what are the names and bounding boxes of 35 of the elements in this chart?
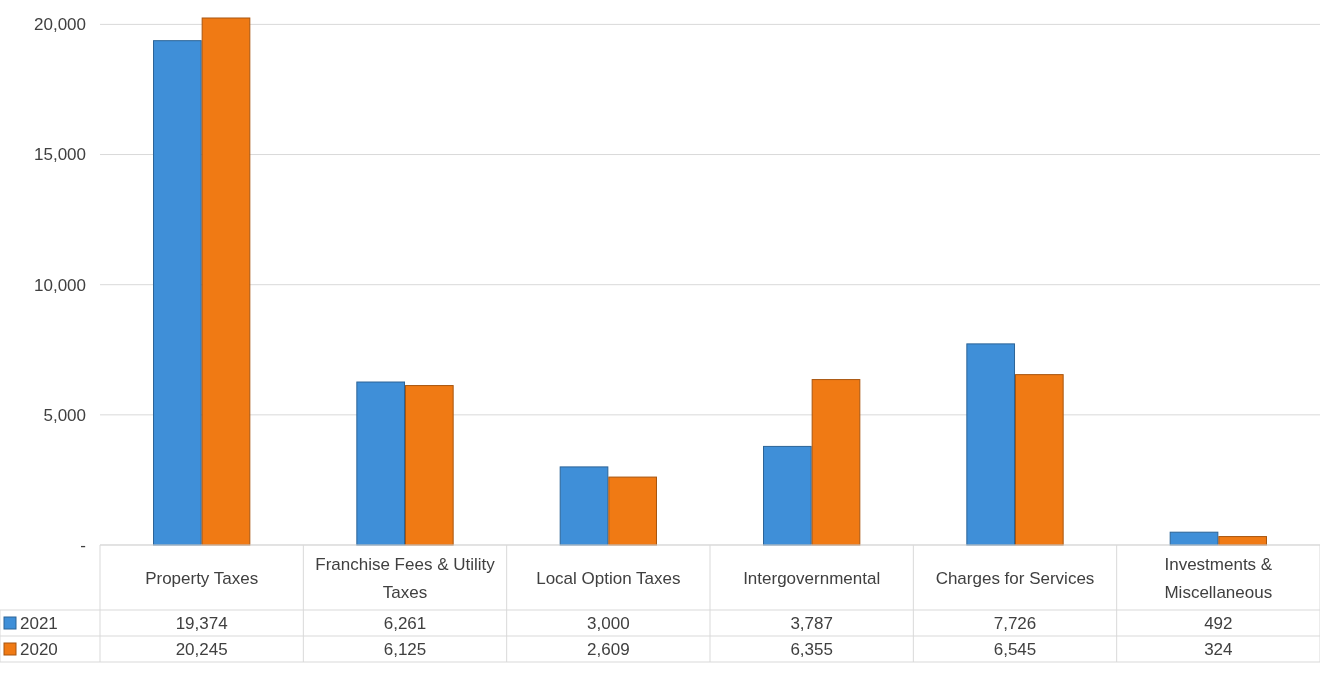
data-label: 6,261 <box>383 614 427 633</box>
data-label: 7,726 <box>993 614 1037 633</box>
y-tick-label: 20,000 <box>34 15 86 35</box>
data-label: 20,245 <box>175 640 228 659</box>
bar <box>404 385 454 546</box>
legend-label: 2020 <box>20 640 58 659</box>
x-tick-label: Local Option Taxes <box>536 568 681 588</box>
y-tick-label: 15,000 <box>34 145 86 165</box>
bar <box>966 343 1016 546</box>
y-tick-label: - <box>80 535 86 555</box>
data-label: 6,355 <box>790 640 833 659</box>
data-label: 3,787 <box>790 614 833 633</box>
bar <box>153 40 202 546</box>
x-tick-label: Investments & Miscellaneous <box>1164 554 1273 602</box>
bar <box>1014 374 1064 546</box>
y-tick-label: 10,000 <box>34 275 86 295</box>
bar <box>201 17 251 546</box>
data-label: 3,000 <box>587 614 630 633</box>
data-label: 2,609 <box>587 640 630 659</box>
x-tick-label: Property Taxes <box>145 568 259 588</box>
data-label: 6,545 <box>993 640 1037 659</box>
bar <box>559 466 609 546</box>
data-label: 6,125 <box>383 640 427 659</box>
legend-label: 2021 <box>20 614 58 633</box>
bar <box>811 379 861 546</box>
bar <box>763 445 812 546</box>
data-label: 324 <box>1204 640 1233 659</box>
x-tick-label: Intergovernmental <box>743 568 881 588</box>
bar <box>608 476 657 546</box>
x-tick-label: Charges for Services <box>935 568 1095 588</box>
data-label: 492 <box>1204 614 1233 633</box>
bar <box>356 381 406 546</box>
data-label: 19,374 <box>175 614 228 633</box>
x-tick-label: Franchise Fees & Utility Taxes <box>315 554 496 602</box>
y-tick-label: 5,000 <box>43 405 86 425</box>
